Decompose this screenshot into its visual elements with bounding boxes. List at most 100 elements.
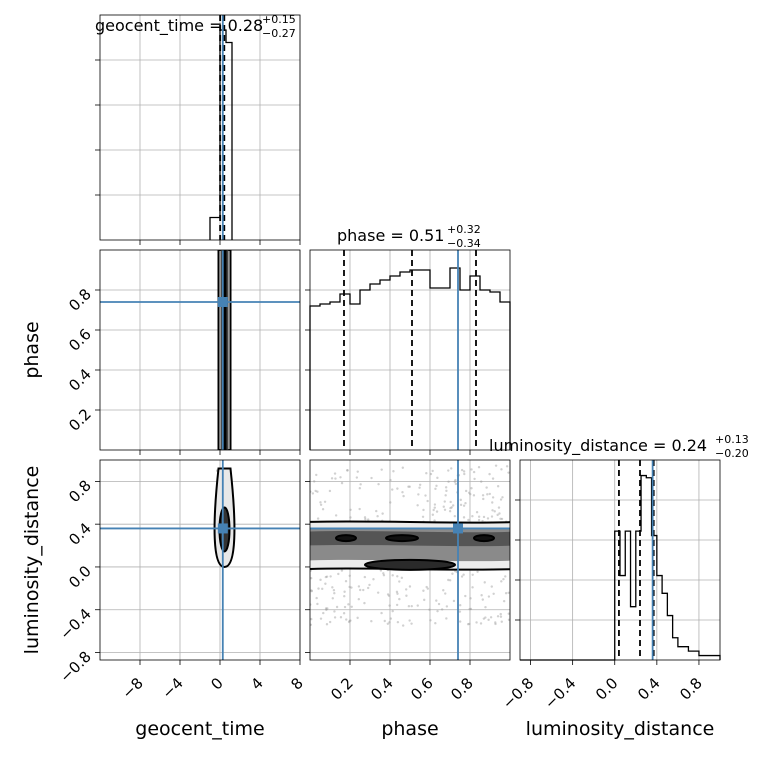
phase-vs-luminosity-distance-sample-point — [471, 514, 474, 518]
phase-vs-luminosity-distance-tick-label: 0.2 — [327, 674, 357, 704]
geocent-time-vs-luminosity-distance-tick-label: 0 — [207, 674, 226, 693]
geocent-time-vs-phase-tick-label: 0.2 — [65, 405, 95, 435]
phase-vs-luminosity-distance-sample-point — [494, 621, 497, 624]
phase-vs-luminosity-distance-sample-point — [507, 612, 510, 615]
phase-vs-luminosity-distance-contour-inner-low — [364, 558, 456, 571]
title-phase-sup: +0.32 — [447, 223, 481, 236]
panel-phase-vs-luminosity-distance: 0.2 0.4 0.6 0.8 — [305, 459, 511, 704]
luminosity-distance-hist-tick-label: 0.8 — [676, 674, 706, 704]
phase-vs-luminosity-distance-sample-point — [319, 501, 322, 504]
phase-vs-luminosity-distance-sample-point — [459, 503, 463, 507]
phase-vs-luminosity-distance-sample-point — [459, 498, 462, 502]
phase-vs-luminosity-distance-sample-point — [444, 592, 447, 595]
phase-vs-luminosity-distance-sample-point — [434, 487, 437, 491]
phase-vs-luminosity-distance-sample-point — [477, 466, 481, 469]
phase-vs-luminosity-distance-sample-point — [507, 471, 510, 474]
phase-vs-luminosity-distance-sample-point — [464, 502, 467, 505]
phase-vs-luminosity-distance-sample-point — [499, 517, 502, 520]
phase-vs-luminosity-distance-sample-point — [356, 616, 359, 620]
phase-vs-luminosity-distance-sample-point — [363, 516, 367, 519]
panel-luminosity-distance-hist: −0.8 −0.4 0.0 0.4 0.8 — [499, 459, 721, 713]
phase-vs-luminosity-distance-sample-point — [507, 618, 510, 621]
phase-vs-luminosity-distance-sample-point — [382, 573, 386, 577]
phase-vs-luminosity-distance-sample-point — [499, 498, 503, 501]
axis-frame — [309, 249, 511, 451]
phase-vs-luminosity-distance-sample-point — [391, 488, 394, 491]
phase-vs-luminosity-distance-sample-point — [471, 573, 474, 576]
phase-vs-luminosity-distance-sample-point — [459, 604, 462, 607]
phase-vs-luminosity-distance-sample-point — [370, 620, 373, 623]
phase-vs-luminosity-distance-sample-point — [324, 607, 328, 610]
phase-vs-luminosity-distance-sample-point — [324, 582, 327, 585]
phase-vs-luminosity-distance-sample-point — [500, 620, 503, 623]
phase-vs-luminosity-distance-sample-point — [496, 513, 499, 517]
phase-vs-luminosity-distance-sample-point — [429, 619, 432, 622]
phase-vs-luminosity-distance-sample-point — [462, 516, 466, 519]
phase-vs-luminosity-distance-sample-point — [322, 611, 325, 615]
phase-vs-luminosity-distance-sample-point — [453, 480, 457, 483]
phase-vs-luminosity-distance-sample-point — [383, 619, 386, 623]
phase-vs-luminosity-distance-sample-point — [499, 615, 503, 618]
phase-vs-luminosity-distance-sample-point — [451, 504, 455, 507]
phase-vs-luminosity-distance-sample-point — [476, 570, 479, 574]
phase-vs-luminosity-distance-contour-inner-3 — [473, 534, 495, 543]
phase-vs-luminosity-distance-sample-point — [328, 489, 332, 493]
phase-vs-luminosity-distance-sample-point — [333, 616, 337, 619]
phase-vs-luminosity-distance-sample-point — [349, 516, 352, 519]
phase-vs-luminosity-distance-sample-point — [310, 589, 313, 593]
phase-vs-luminosity-distance-sample-point — [501, 496, 504, 499]
phase-vs-luminosity-distance-sample-point — [379, 569, 383, 572]
phase-vs-luminosity-distance-sample-point — [462, 504, 466, 507]
phase-vs-luminosity-distance-sample-point — [331, 586, 334, 589]
phase-vs-luminosity-distance-sample-point — [337, 572, 340, 576]
phase-vs-luminosity-distance-sample-point — [396, 487, 399, 490]
phase-vs-luminosity-distance-sample-point — [497, 506, 501, 509]
phase-vs-luminosity-distance-sample-point — [479, 622, 483, 625]
phase-vs-luminosity-distance-sample-point — [444, 486, 448, 489]
phase-vs-luminosity-distance-sample-point — [340, 569, 344, 572]
phase-hist-histogram-step — [309, 267, 511, 450]
phase-vs-luminosity-distance-sample-point — [428, 608, 431, 611]
phase-vs-luminosity-distance-sample-point — [319, 617, 323, 620]
phase-vs-luminosity-distance-sample-point — [418, 486, 421, 489]
phase-vs-luminosity-distance-sample-point — [410, 604, 413, 608]
phase-vs-luminosity-distance-sample-point — [350, 605, 353, 608]
phase-vs-luminosity-distance-sample-point — [401, 624, 405, 627]
phase-vs-luminosity-distance-sample-point — [482, 515, 486, 519]
phase-vs-luminosity-distance-sample-point — [375, 509, 378, 513]
luminosity-distance-hist-tick-label: −0.4 — [541, 674, 579, 712]
phase-vs-luminosity-distance-sample-point — [311, 492, 315, 495]
phase-vs-luminosity-distance-sample-point — [310, 576, 313, 580]
phase-vs-luminosity-distance-sample-point — [449, 500, 452, 504]
phase-vs-luminosity-distance-sample-point — [475, 621, 478, 624]
phase-vs-luminosity-distance-sample-point — [387, 594, 391, 597]
phase-vs-luminosity-distance-sample-point — [408, 619, 411, 622]
title-luminosity-distance: luminosity_distance = 0.24 — [489, 436, 707, 456]
phase-vs-luminosity-distance-sample-point — [395, 603, 399, 607]
geocent-time-vs-luminosity-distance-tick-label: 4 — [247, 674, 266, 693]
phase-vs-luminosity-distance-sample-point — [480, 594, 483, 597]
phase-vs-luminosity-distance-sample-point — [488, 492, 491, 496]
geocent-time-vs-phase-plot-area — [217, 250, 232, 450]
phase-vs-luminosity-distance-sample-point — [486, 493, 489, 496]
phase-vs-luminosity-distance-sample-point — [447, 578, 450, 582]
phase-vs-luminosity-distance-sample-point — [364, 518, 367, 521]
phase-vs-luminosity-distance-sample-point — [445, 617, 448, 620]
phase-vs-luminosity-distance-sample-point — [486, 517, 490, 520]
phase-vs-luminosity-distance-sample-point — [432, 508, 435, 512]
phase-vs-luminosity-distance-sample-point — [372, 578, 375, 581]
phase-vs-luminosity-distance-sample-point — [396, 592, 399, 595]
phase-vs-luminosity-distance-sample-point — [348, 619, 351, 623]
phase-vs-luminosity-distance-sample-point — [491, 496, 495, 499]
phase-vs-luminosity-distance-sample-point — [335, 605, 339, 609]
phase-vs-luminosity-distance-sample-point — [464, 489, 468, 493]
geocent-time-vs-phase-truth-marker — [217, 297, 228, 307]
phase-vs-luminosity-distance-sample-point — [490, 585, 493, 588]
phase-vs-luminosity-distance-sample-point — [493, 510, 496, 513]
phase-vs-luminosity-distance-sample-point — [348, 574, 351, 577]
phase-vs-luminosity-distance-sample-point — [326, 607, 329, 610]
phase-vs-luminosity-distance-sample-point — [424, 494, 427, 497]
ylabel-phase: phase — [21, 321, 43, 378]
phase-vs-luminosity-distance-sample-point — [469, 492, 472, 496]
